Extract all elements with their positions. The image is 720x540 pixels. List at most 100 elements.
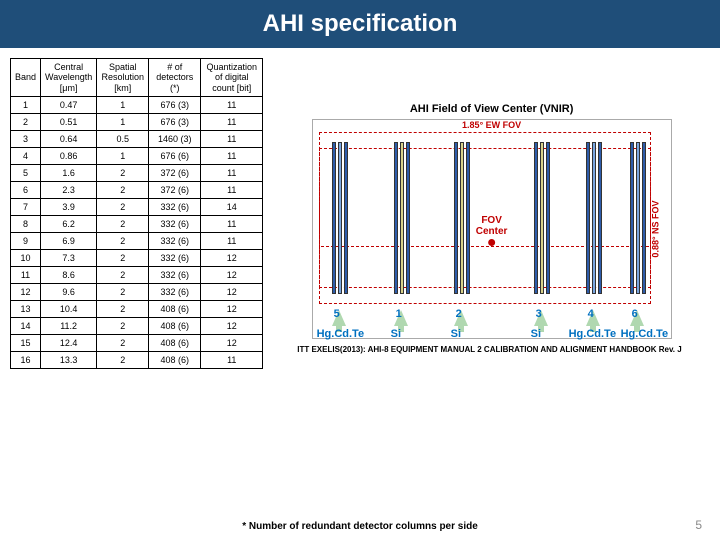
table-cell: 1 [11,97,41,114]
table-cell: 408 (6) [149,352,201,369]
detector-column [406,142,410,294]
table-cell: 2 [97,182,149,199]
table-cell: 1 [97,148,149,165]
table-row: 107.32332 (6)12 [11,250,263,267]
detector-number: 2 [456,308,462,320]
detector-column [400,142,404,294]
table-header: Band [11,59,41,97]
detector-column [394,142,398,294]
detector-column [630,142,634,294]
table-cell: 2 [97,335,149,352]
page-number: 5 [695,518,702,532]
table-cell: 1 [97,97,149,114]
table-cell: 332 (6) [149,216,201,233]
table-cell: 4 [11,148,41,165]
table-header: Central Wavelength [μm] [41,59,97,97]
table-cell: 9.6 [41,284,97,301]
detector-number: 3 [536,308,542,320]
table-cell: 12 [201,267,263,284]
table-cell: 7.3 [41,250,97,267]
table-cell: 2 [97,352,149,369]
table-cell: 332 (6) [149,199,201,216]
table-cell: 0.5 [97,131,149,148]
detector-column [636,142,640,294]
detector-group [331,142,349,294]
table-cell: 10.4 [41,301,97,318]
ew-fov-label: 1.85° EW FOV [462,120,521,130]
table-cell: 332 (6) [149,284,201,301]
table-cell: 11 [201,148,263,165]
table-cell: 2 [97,165,149,182]
table-cell: 2 [97,301,149,318]
detector-material: Si [391,328,401,340]
detector-material: Hg.Cd.Te [621,328,668,340]
detector-number: 4 [588,308,594,320]
table-row: 51.62372 (6)11 [11,165,263,182]
table-cell: 332 (6) [149,267,201,284]
table-cell: 11 [201,165,263,182]
table-row: 1310.42408 (6)12 [11,301,263,318]
table-row: 86.22332 (6)11 [11,216,263,233]
table-row: 20.511676 (3)11 [11,114,263,131]
table-cell: 9 [11,233,41,250]
table-cell: 1460 (3) [149,131,201,148]
table-cell: 11 [201,131,263,148]
table-row: 62.32372 (6)11 [11,182,263,199]
table-row: 1411.22408 (6)12 [11,318,263,335]
table-cell: 1 [97,114,149,131]
detector-column [546,142,550,294]
table-cell: 11 [201,352,263,369]
detector-column [460,142,464,294]
table-row: 40.861676 (6)11 [11,148,263,165]
detector-column [338,142,342,294]
detector-column [534,142,538,294]
table-cell: 8 [11,216,41,233]
table-cell: 2 [97,216,149,233]
table-wrapper: BandCentral Wavelength [μm]Spatial Resol… [10,58,263,369]
table-row: 129.62332 (6)12 [11,284,263,301]
table-cell: 12 [11,284,41,301]
fov-center-dot [488,239,495,246]
table-cell: 15 [11,335,41,352]
table-cell: 14 [11,318,41,335]
table-cell: 11 [201,233,263,250]
table-cell: 11.2 [41,318,97,335]
table-cell: 14 [201,199,263,216]
fov-title: AHI Field of View Center (VNIR) [273,103,710,115]
detector-group [585,142,603,294]
detector-number: 6 [632,308,638,320]
detector-column [332,142,336,294]
table-cell: 5 [11,165,41,182]
table-cell: 0.64 [41,131,97,148]
table-cell: 6.2 [41,216,97,233]
table-cell: 12 [201,318,263,335]
detector-column [540,142,544,294]
table-cell: 676 (6) [149,148,201,165]
table-cell: 2.3 [41,182,97,199]
detector-group [453,142,471,294]
fov-diagram: 1.85° EW FOV 0.88° NS FOV FOV Center 5Hg… [312,119,672,339]
table-header: Spatial Resolution [km] [97,59,149,97]
detector-group [393,142,411,294]
table-cell: 676 (3) [149,97,201,114]
table-cell: 12 [201,284,263,301]
table-cell: 408 (6) [149,318,201,335]
citation-text: ITT EXELIS(2013): AHI-8 EQUIPMENT MANUAL… [297,345,710,355]
table-cell: 2 [97,250,149,267]
detector-column [592,142,596,294]
table-cell: 11 [11,267,41,284]
table-cell: 3 [11,131,41,148]
detector-column [586,142,590,294]
table-cell: 10 [11,250,41,267]
content-area: BandCentral Wavelength [μm]Spatial Resol… [0,48,720,369]
table-cell: 7 [11,199,41,216]
table-cell: 12 [201,250,263,267]
table-cell: 12 [201,301,263,318]
fov-center-label: FOV Center [476,215,508,246]
detector-group [533,142,551,294]
spec-table: BandCentral Wavelength [μm]Spatial Resol… [10,58,263,369]
detector-number: 1 [396,308,402,320]
detector-column [642,142,646,294]
table-row: 10.471676 (3)11 [11,97,263,114]
ns-fov-label: 0.88° NS FOV [651,200,661,257]
